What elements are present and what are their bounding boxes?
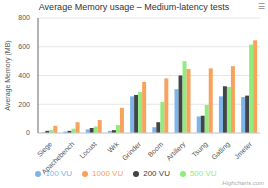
svg-text:800: 800 [18,14,30,21]
svg-text:600: 600 [18,43,30,50]
svg-text:400: 400 [18,72,30,79]
svg-text:0: 0 [26,129,30,136]
svg-text:Siege: Siege [36,140,54,158]
svg-text:Locust: Locust [78,140,98,160]
svg-text:Artillery: Artillery [165,140,188,163]
svg-text:Grinder: Grinder [121,140,143,162]
svg-text:Jmeter: Jmeter [233,140,254,161]
svg-text:Tsung: Tsung [191,140,210,159]
svg-text:Gatling: Gatling [210,140,231,161]
svg-text:Wrk: Wrk [106,140,120,154]
svg-text:200: 200 [18,101,30,108]
svg-text:Apachebench: Apachebench [40,140,76,176]
svg-text:Boom: Boom [146,140,164,158]
svg-text:Average Memory (MB): Average Memory (MB) [8,40,12,110]
